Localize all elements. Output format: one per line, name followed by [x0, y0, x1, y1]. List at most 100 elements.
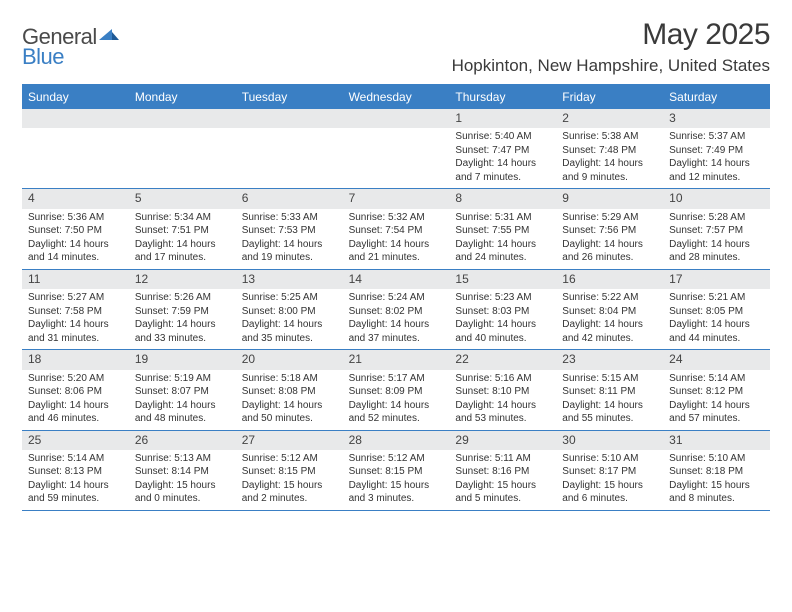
- day-content: Sunrise: 5:14 AMSunset: 8:12 PMDaylight:…: [663, 370, 770, 430]
- day-content: Sunrise: 5:23 AMSunset: 8:03 PMDaylight:…: [449, 289, 556, 349]
- daylight-text: Daylight: 15 hours and 0 minutes.: [135, 479, 230, 506]
- sunrise-text: Sunrise: 5:38 AM: [562, 130, 657, 144]
- sunrise-text: Sunrise: 5:31 AM: [455, 211, 550, 225]
- day-number: 22: [449, 350, 556, 369]
- sunset-text: Sunset: 8:16 PM: [455, 465, 550, 479]
- sunrise-text: Sunrise: 5:26 AM: [135, 291, 230, 305]
- sunset-text: Sunset: 8:05 PM: [669, 305, 764, 319]
- daylight-text: Daylight: 14 hours and 42 minutes.: [562, 318, 657, 345]
- day-cell: 21Sunrise: 5:17 AMSunset: 8:09 PMDayligh…: [343, 350, 450, 429]
- day-cell: 23 Sunrise: 5:15 AMSunset: 8:11 PMDayligh…: [556, 350, 663, 429]
- weekday-friday: Friday: [556, 86, 663, 109]
- daylight-text: Daylight: 15 hours and 5 minutes.: [455, 479, 550, 506]
- day-number: 6: [236, 189, 343, 208]
- sunrise-text: Sunrise: 5:15 AM: [562, 372, 657, 386]
- sunset-text: Sunset: 7:56 PM: [562, 224, 657, 238]
- sunset-text: Sunset: 7:50 PM: [28, 224, 123, 238]
- day-number: [236, 109, 343, 128]
- day-cell: 15Sunrise: 5:23 AMSunset: 8:03 PMDayligh…: [449, 270, 556, 349]
- day-number: [343, 109, 450, 128]
- daylight-text: Daylight: 14 hours and 46 minutes.: [28, 399, 123, 426]
- week-row: 11Sunrise: 5:27 AMSunset: 7:58 PMDayligh…: [22, 270, 770, 350]
- day-cell: 8Sunrise: 5:31 AMSunset: 7:55 PMDaylight…: [449, 189, 556, 268]
- day-cell: 26Sunrise: 5:13 AMSunset: 8:14 PMDayligh…: [129, 431, 236, 510]
- day-content: Sunrise: 5:38 AMSunset: 7:48 PMDaylight:…: [556, 128, 663, 188]
- day-number: 23: [556, 350, 663, 369]
- week-row: 1Sunrise: 5:40 AMSunset: 7:47 PMDaylight…: [22, 109, 770, 189]
- weekday-sunday: Sunday: [22, 86, 129, 109]
- sunset-text: Sunset: 7:51 PM: [135, 224, 230, 238]
- day-cell: 14Sunrise: 5:24 AMSunset: 8:02 PMDayligh…: [343, 270, 450, 349]
- day-cell: 11Sunrise: 5:27 AMSunset: 7:58 PMDayligh…: [22, 270, 129, 349]
- day-content: Sunrise: 5:13 AMSunset: 8:14 PMDaylight:…: [129, 450, 236, 510]
- weekday-monday: Monday: [129, 86, 236, 109]
- day-number: 5: [129, 189, 236, 208]
- day-number: 19: [129, 350, 236, 369]
- sunset-text: Sunset: 8:09 PM: [349, 385, 444, 399]
- daylight-text: Daylight: 14 hours and 19 minutes.: [242, 238, 337, 265]
- sunrise-text: Sunrise: 5:12 AM: [349, 452, 444, 466]
- sunrise-text: Sunrise: 5:16 AM: [455, 372, 550, 386]
- day-cell: 5 Sunrise: 5:34 AMSunset: 7:51 PMDaylight…: [129, 189, 236, 268]
- month-title: May 2025: [452, 18, 770, 52]
- sunrise-text: Sunrise: 5:10 AM: [562, 452, 657, 466]
- sunrise-text: Sunrise: 5:32 AM: [349, 211, 444, 225]
- day-number: 4: [22, 189, 129, 208]
- day-cell: 4Sunrise: 5:36 AMSunset: 7:50 PMDaylight…: [22, 189, 129, 268]
- day-number: 2: [556, 109, 663, 128]
- day-cell: 25Sunrise: 5:14 AMSunset: 8:13 PMDayligh…: [22, 431, 129, 510]
- daylight-text: Daylight: 15 hours and 8 minutes.: [669, 479, 764, 506]
- day-content: Sunrise: 5:26 AMSunset: 7:59 PMDaylight:…: [129, 289, 236, 349]
- day-cell-empty: [236, 109, 343, 188]
- sunrise-text: Sunrise: 5:27 AM: [28, 291, 123, 305]
- daylight-text: Daylight: 15 hours and 2 minutes.: [242, 479, 337, 506]
- daylight-text: Daylight: 15 hours and 6 minutes.: [562, 479, 657, 506]
- daylight-text: Daylight: 14 hours and 57 minutes.: [669, 399, 764, 426]
- day-content: Sunrise: 5:16 AMSunset: 8:10 PMDaylight:…: [449, 370, 556, 430]
- sunset-text: Sunset: 8:06 PM: [28, 385, 123, 399]
- sunrise-text: Sunrise: 5:13 AM: [135, 452, 230, 466]
- day-cell: 6Sunrise: 5:33 AMSunset: 7:53 PMDaylight…: [236, 189, 343, 268]
- daylight-text: Daylight: 14 hours and 17 minutes.: [135, 238, 230, 265]
- weekday-wednesday: Wednesday: [343, 86, 450, 109]
- day-number: 14: [343, 270, 450, 289]
- sunrise-text: Sunrise: 5:29 AM: [562, 211, 657, 225]
- sunrise-text: Sunrise: 5:14 AM: [28, 452, 123, 466]
- day-cell: 29Sunrise: 5:11 AMSunset: 8:16 PMDayligh…: [449, 431, 556, 510]
- sunset-text: Sunset: 7:49 PM: [669, 144, 764, 158]
- sunrise-text: Sunrise: 5:24 AM: [349, 291, 444, 305]
- day-number: 12: [129, 270, 236, 289]
- day-cell: 7Sunrise: 5:32 AMSunset: 7:54 PMDaylight…: [343, 189, 450, 268]
- day-content: Sunrise: 5:10 AMSunset: 8:17 PMDaylight:…: [556, 450, 663, 510]
- sunset-text: Sunset: 8:07 PM: [135, 385, 230, 399]
- day-cell: 2Sunrise: 5:38 AMSunset: 7:48 PMDaylight…: [556, 109, 663, 188]
- sunset-text: Sunset: 7:53 PM: [242, 224, 337, 238]
- day-content: Sunrise: 5:31 AMSunset: 7:55 PMDaylight:…: [449, 209, 556, 269]
- day-cell: 9Sunrise: 5:29 AMSunset: 7:56 PMDaylight…: [556, 189, 663, 268]
- daylight-text: Daylight: 14 hours and 14 minutes.: [28, 238, 123, 265]
- sunrise-text: Sunrise: 5:34 AM: [135, 211, 230, 225]
- day-content: Sunrise: 5:29 AMSunset: 7:56 PMDaylight:…: [556, 209, 663, 269]
- sunset-text: Sunset: 7:54 PM: [349, 224, 444, 238]
- day-number: 9: [556, 189, 663, 208]
- day-cell: 22Sunrise: 5:16 AMSunset: 8:10 PMDayligh…: [449, 350, 556, 429]
- day-number: 10: [663, 189, 770, 208]
- sunset-text: Sunset: 7:55 PM: [455, 224, 550, 238]
- day-content: Sunrise: 5:14 AMSunset: 8:13 PMDaylight:…: [22, 450, 129, 510]
- sunrise-text: Sunrise: 5:20 AM: [28, 372, 123, 386]
- sunset-text: Sunset: 8:11 PM: [562, 385, 657, 399]
- sunset-text: Sunset: 8:03 PM: [455, 305, 550, 319]
- day-cell: 12Sunrise: 5:26 AMSunset: 7:59 PMDayligh…: [129, 270, 236, 349]
- day-cell: 27Sunrise: 5:12 AMSunset: 8:15 PMDayligh…: [236, 431, 343, 510]
- day-number: 24: [663, 350, 770, 369]
- daylight-text: Daylight: 14 hours and 26 minutes.: [562, 238, 657, 265]
- calendar: SundayMondayTuesdayWednesdayThursdayFrid…: [22, 84, 770, 511]
- day-content: Sunrise: 5:10 AMSunset: 8:18 PMDaylight:…: [663, 450, 770, 510]
- daylight-text: Daylight: 15 hours and 3 minutes.: [349, 479, 444, 506]
- day-content: Sunrise: 5:36 AMSunset: 7:50 PMDaylight:…: [22, 209, 129, 269]
- day-content: Sunrise: 5:21 AMSunset: 8:05 PMDaylight:…: [663, 289, 770, 349]
- sunset-text: Sunset: 7:58 PM: [28, 305, 123, 319]
- day-cell: 24Sunrise: 5:14 AMSunset: 8:12 PMDayligh…: [663, 350, 770, 429]
- sunset-text: Sunset: 8:15 PM: [242, 465, 337, 479]
- daylight-text: Daylight: 14 hours and 55 minutes.: [562, 399, 657, 426]
